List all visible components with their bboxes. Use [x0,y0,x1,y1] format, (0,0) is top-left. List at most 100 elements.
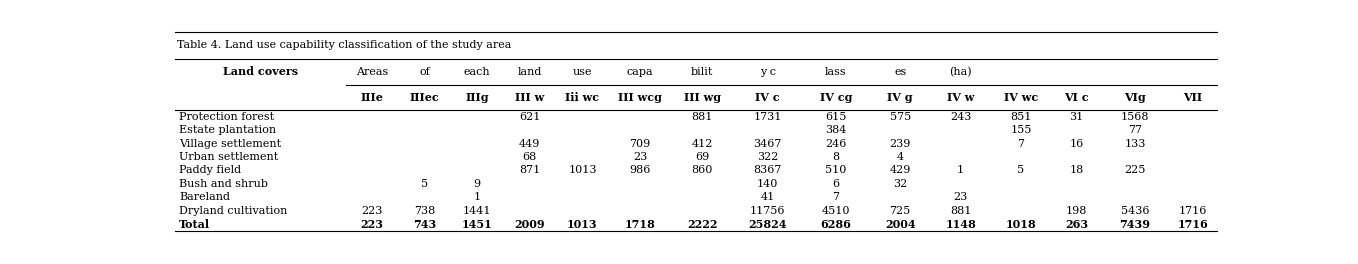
Text: Table 4. Land use capability classification of the study area: Table 4. Land use capability classificat… [177,40,512,50]
Text: (ha): (ha) [949,67,972,77]
Text: capa: capa [626,67,653,77]
Text: 2222: 2222 [687,219,717,230]
Text: Protection forest: Protection forest [179,112,274,122]
Text: 1018: 1018 [1006,219,1036,230]
Text: VI c: VI c [1065,92,1089,103]
Text: 23: 23 [953,192,968,202]
Text: 18: 18 [1070,166,1084,175]
Text: 8367: 8367 [754,166,782,175]
Text: 1148: 1148 [945,219,976,230]
Text: 4510: 4510 [822,206,850,216]
Text: 11756: 11756 [750,206,785,216]
Text: IV c: IV c [755,92,779,103]
Text: 7: 7 [832,192,839,202]
Text: es: es [894,67,906,77]
Text: IIIe: IIIe [360,92,383,103]
Text: Bush and shrub: Bush and shrub [179,179,269,189]
Text: 1731: 1731 [754,112,782,122]
Text: 223: 223 [361,206,383,216]
Text: VII: VII [1183,92,1202,103]
Text: IIIg: IIIg [466,92,489,103]
Text: 881: 881 [949,206,971,216]
Text: 263: 263 [1065,219,1088,230]
Text: IIIec: IIIec [410,92,440,103]
Text: Urban settlement: Urban settlement [179,152,278,162]
Text: 16: 16 [1070,139,1084,149]
Text: 2004: 2004 [885,219,915,230]
Text: III w: III w [515,92,545,103]
Text: 5: 5 [421,179,428,189]
Text: 239: 239 [889,139,911,149]
Text: 1451: 1451 [462,219,493,230]
Text: of: of [420,67,430,77]
Text: 1013: 1013 [568,166,596,175]
Text: 615: 615 [826,112,846,122]
Text: y c: y c [759,67,775,77]
Text: 510: 510 [826,166,846,175]
Text: 738: 738 [414,206,435,216]
Text: 41: 41 [760,192,774,202]
Text: Bareland: Bareland [179,192,231,202]
Text: 621: 621 [519,112,540,122]
Text: 575: 575 [889,112,911,122]
Text: Paddy field: Paddy field [179,166,242,175]
Text: 3467: 3467 [754,139,782,149]
Text: each: each [464,67,490,77]
Text: 322: 322 [756,152,778,162]
Text: 8: 8 [832,152,839,162]
Text: 449: 449 [519,139,540,149]
Text: III wcg: III wcg [618,92,661,103]
Text: 25824: 25824 [748,219,786,230]
Text: 133: 133 [1124,139,1146,149]
Text: 6286: 6286 [820,219,851,230]
Text: lass: lass [826,67,846,77]
Text: 1: 1 [957,166,964,175]
Text: 709: 709 [629,139,650,149]
Text: Areas: Areas [356,67,388,77]
Text: 1441: 1441 [463,206,492,216]
Text: Total: Total [179,219,210,230]
Text: 6: 6 [832,179,839,189]
Text: 384: 384 [826,125,846,135]
Text: 198: 198 [1066,206,1088,216]
Text: 155: 155 [1010,125,1032,135]
Text: 412: 412 [691,139,713,149]
Text: 2009: 2009 [515,219,545,230]
Text: 5: 5 [1017,166,1024,175]
Text: 1718: 1718 [625,219,656,230]
Text: 881: 881 [691,112,713,122]
Text: 32: 32 [894,179,907,189]
Text: Village settlement: Village settlement [179,139,281,149]
Text: 9: 9 [474,179,481,189]
Text: bilit: bilit [691,67,713,77]
Text: 1: 1 [474,192,481,202]
Text: 1568: 1568 [1120,112,1149,122]
Text: 851: 851 [1010,112,1032,122]
Text: 7: 7 [1017,139,1024,149]
Text: IV w: IV w [947,92,974,103]
Text: IV cg: IV cg [820,92,851,103]
Text: 860: 860 [691,166,713,175]
Text: 725: 725 [889,206,911,216]
Text: 871: 871 [519,166,540,175]
Text: 4: 4 [896,152,903,162]
Text: 223: 223 [360,219,383,230]
Text: IV g: IV g [887,92,913,103]
Text: Land covers: Land covers [223,66,297,77]
Text: 225: 225 [1124,166,1146,175]
Text: IV wc: IV wc [1004,92,1038,103]
Text: 5436: 5436 [1120,206,1149,216]
Text: 1716: 1716 [1179,206,1207,216]
Text: Iii wc: Iii wc [565,92,599,103]
Text: 31: 31 [1070,112,1084,122]
Text: III wg: III wg [683,92,721,103]
Text: 986: 986 [629,166,650,175]
Text: 7439: 7439 [1119,219,1150,230]
Text: use: use [573,67,592,77]
Text: 23: 23 [633,152,646,162]
Text: 429: 429 [889,166,911,175]
Text: 1013: 1013 [568,219,598,230]
Text: 743: 743 [413,219,436,230]
Text: 77: 77 [1128,125,1142,135]
Text: 69: 69 [695,152,709,162]
